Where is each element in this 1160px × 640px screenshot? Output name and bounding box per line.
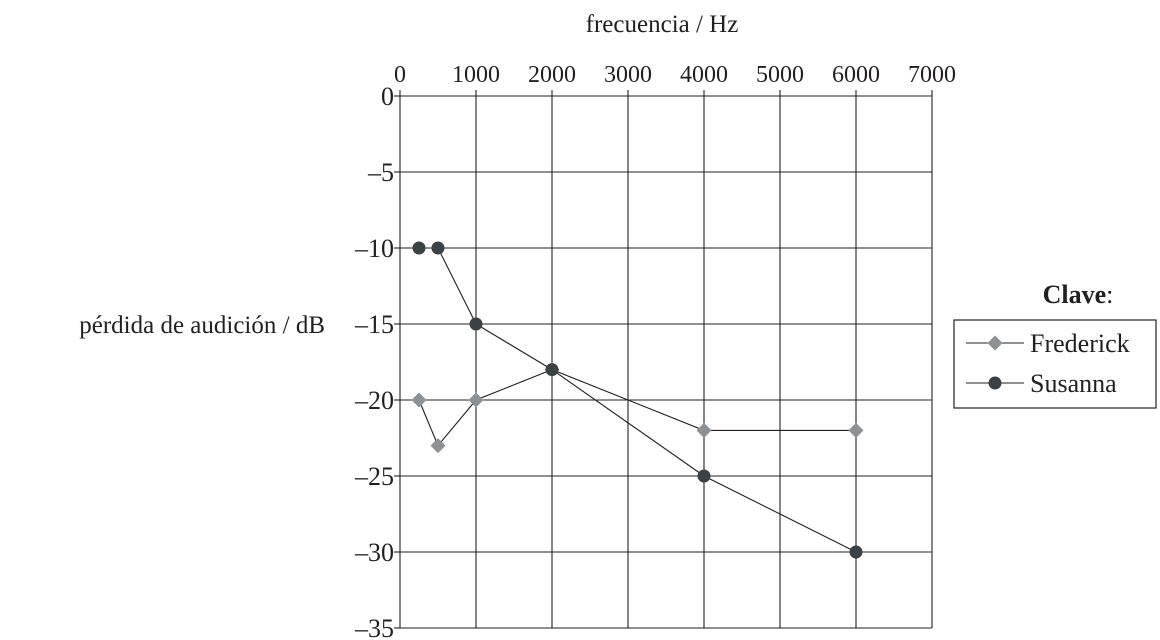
series-susanna — [412, 241, 863, 559]
data-point — [411, 392, 427, 408]
grid — [394, 90, 933, 629]
legend-label: Frederick — [1030, 329, 1130, 358]
series-line — [418, 369, 856, 447]
legend-marker — [987, 335, 1003, 351]
legend-label: Susanna — [1030, 369, 1117, 398]
legend-title-bold: Clave — [1043, 280, 1107, 309]
data-point — [468, 392, 484, 408]
x-tick-label: 2000 — [528, 62, 576, 88]
x-tick-label: 0 — [394, 62, 406, 88]
legend-item-frederick: Frederick — [966, 329, 1130, 358]
y-tick-labels: 0 –5 –10 –15 –20 –25 –30 –35 — [354, 82, 394, 640]
legend-marker — [988, 376, 1002, 390]
legend-box — [953, 319, 1157, 409]
y-tick-label: –35 — [354, 614, 394, 640]
x-tick-label: 3000 — [604, 62, 652, 88]
y-tick-label: –20 — [354, 386, 394, 415]
data-point — [469, 317, 483, 331]
x-tick-label: 1000 — [452, 62, 500, 88]
series-frederick — [411, 362, 864, 454]
x-tick-labels: 0 1000 2000 3000 4000 5000 6000 7000 — [394, 62, 956, 88]
x-tick-label: 7000 — [908, 62, 956, 88]
y-tick-label: –10 — [354, 234, 394, 263]
series — [411, 241, 864, 559]
x-tick-label: 6000 — [832, 62, 880, 88]
data-point — [430, 438, 446, 454]
x-axis-title: frecuencia / Hz — [586, 11, 739, 38]
data-point — [431, 241, 445, 255]
data-point — [545, 363, 559, 377]
legend-title-colon: : — [1106, 280, 1113, 309]
x-tick-label: 5000 — [756, 62, 804, 88]
data-point — [412, 241, 426, 255]
y-axis-title: pérdida de audición / dB — [79, 312, 325, 339]
legend: Clave: Frederick Susanna — [953, 280, 1157, 409]
x-tick-label: 4000 — [680, 62, 728, 88]
y-tick-label: –15 — [354, 310, 394, 339]
data-point — [696, 422, 712, 438]
data-point — [848, 422, 864, 438]
legend-title: Clave: — [1043, 280, 1114, 309]
data-point — [849, 545, 863, 559]
y-tick-label: –25 — [354, 462, 394, 491]
data-point — [697, 469, 711, 483]
legend-item-susanna: Susanna — [966, 369, 1117, 398]
y-tick-label: 0 — [381, 82, 394, 111]
legend-items: Frederick Susanna — [966, 329, 1130, 398]
y-tick-label: –5 — [367, 158, 394, 187]
y-tick-label: –30 — [354, 538, 394, 567]
